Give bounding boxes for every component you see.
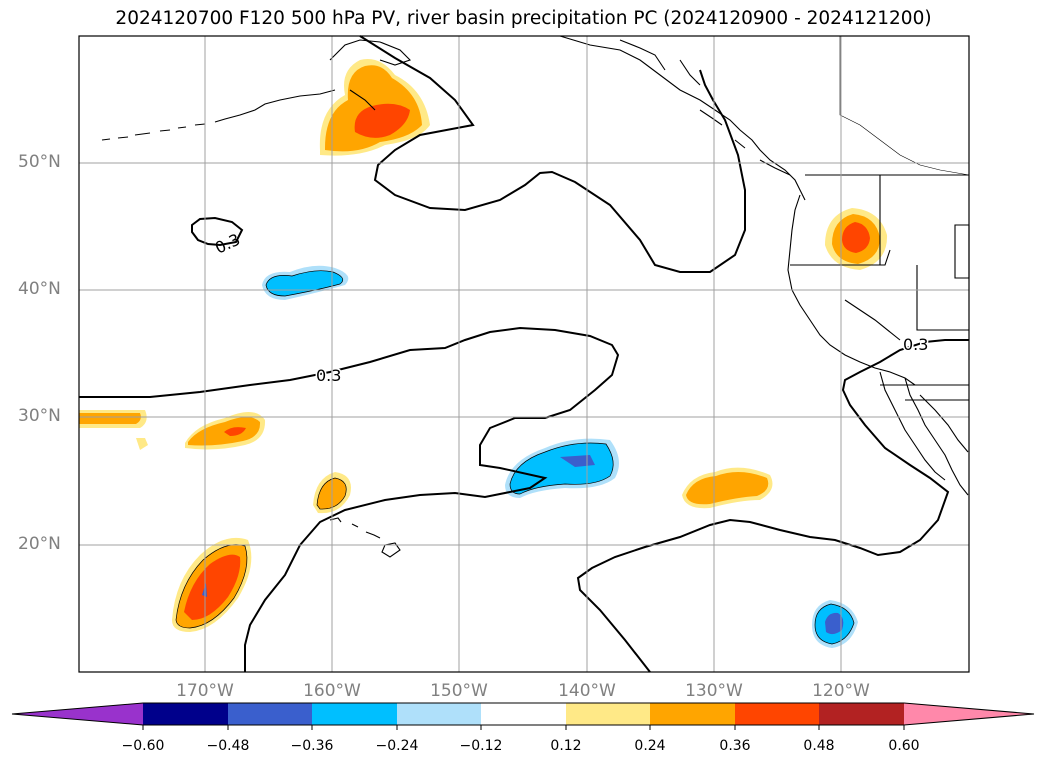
colorbar-tick-label: 0.48 [803,738,835,754]
lat-label-30n: 30°N [18,406,61,426]
colorbar-tick-label: 0.60 [888,738,920,754]
gridlines [79,36,969,672]
colorbar-tick-label: −0.48 [206,738,250,754]
pv-contour-north [359,35,746,273]
lon-label-170w: 170°W [176,681,234,701]
lon-label-120w: 120°W [812,681,870,701]
lon-label-150w: 150°W [430,681,488,701]
pv-contours [79,35,969,673]
contour-label: 0.3 [903,335,928,354]
colorbar-tick-label: −0.24 [375,738,419,754]
colorbar-tick-label: 0.36 [719,738,751,754]
lon-label-130w: 130°W [685,681,743,701]
map-frame [78,35,970,673]
map-title: 2024120700 F120 500 hPa PV, river basin … [115,8,932,29]
colorbar-tick-label: 0.12 [550,738,582,754]
colorbar-extend-low [12,703,143,725]
colorbar-tick-label: 0.24 [634,738,666,754]
lon-label-160w: 160°W [303,681,361,701]
pv-contour-middle [79,326,620,672]
lat-label-40n: 40°N [18,279,61,299]
lat-label-20n: 20°N [18,534,61,554]
coastlines [101,35,970,558]
colorbar [11,702,1035,730]
colorbar-tick-label: −0.36 [290,738,334,754]
lon-label-140w: 140°W [558,681,616,701]
lat-label-50n: 50°N [18,152,61,172]
colorbar-tick-label: −0.60 [121,738,165,754]
colorbar-tick-label: −0.12 [459,738,503,754]
colorbar-extend-high [904,703,1034,725]
contour-label: 0.3 [316,366,341,385]
pv-contour-south [576,339,969,673]
pv-contour-closed [191,216,244,247]
